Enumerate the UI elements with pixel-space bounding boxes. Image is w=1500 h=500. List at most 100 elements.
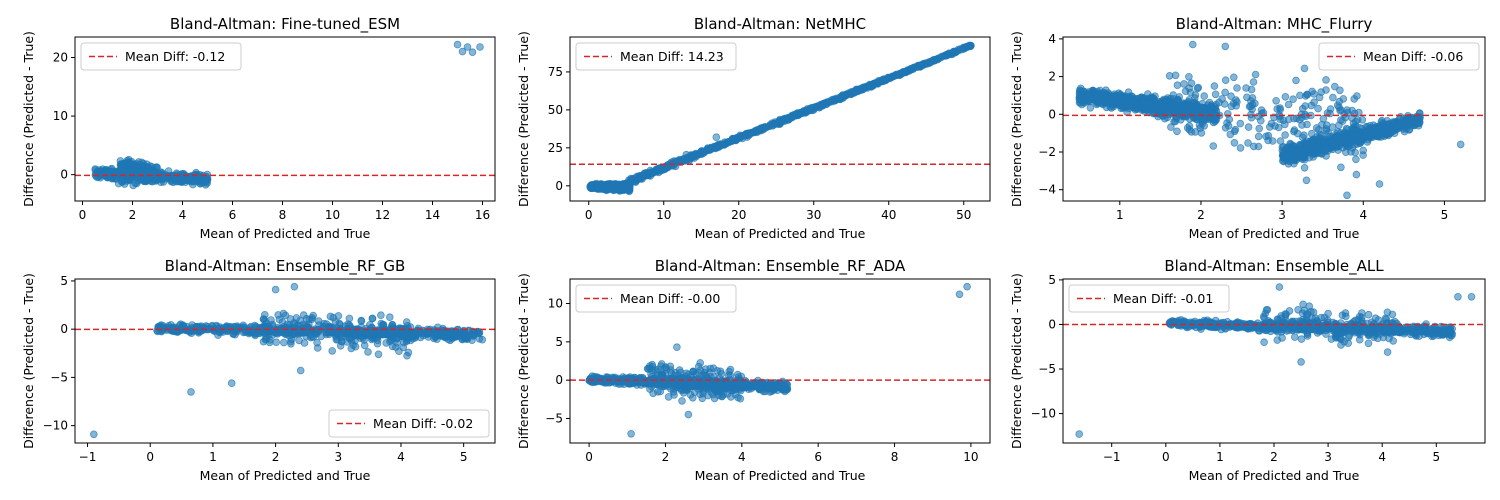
scatter-point (296, 316, 305, 325)
scatter-point (1334, 146, 1342, 154)
scatter-point (1314, 142, 1322, 151)
scatter-point (1359, 146, 1367, 155)
scatter-point (588, 372, 596, 381)
scatter-point (877, 76, 885, 85)
scatter-point (1174, 95, 1182, 104)
scatter-point (1298, 121, 1306, 129)
scatter-point (1215, 98, 1223, 107)
scatter-point (1242, 84, 1250, 92)
scatter-point (118, 178, 126, 186)
chart-title: Bland-Altman: Ensemble_RF_ADA (655, 257, 906, 276)
scatter-point (404, 348, 413, 357)
x-tick-label: 5 (460, 450, 468, 464)
scatter-point (1352, 170, 1361, 179)
scatter-point (1162, 102, 1170, 111)
x-tick-label: 0 (79, 208, 87, 222)
scatter-point (1396, 113, 1405, 121)
scatter-point (1123, 108, 1131, 116)
scatter-point (1290, 127, 1298, 136)
scatter-point (1257, 116, 1265, 125)
scatter-point (898, 69, 907, 78)
legend-label: Mean Diff: 14.23 (620, 49, 724, 64)
scatter-point (766, 120, 775, 129)
scatter-point (1300, 155, 1309, 164)
scatter-point (178, 170, 186, 178)
scatter-point (1375, 133, 1383, 141)
chart-title: Bland-Altman: Ensemble_RF_GB (165, 257, 406, 276)
scatter-point (1210, 82, 1219, 90)
scatter-point (1078, 100, 1086, 109)
scatter-point (1191, 94, 1199, 102)
legend-label: Mean Diff: -0.12 (125, 49, 225, 64)
scatter-point (909, 65, 917, 73)
scatter-point (1244, 139, 1252, 147)
scatter-point (386, 326, 395, 335)
scatter-point (694, 150, 702, 159)
scatter-point (1310, 90, 1318, 98)
y-tick-label: 50 (548, 103, 563, 117)
scatter-point (1352, 155, 1360, 164)
scatter-point (90, 430, 98, 439)
scatter-point (184, 173, 193, 181)
y-tick-label: 10 (53, 109, 68, 123)
scatter-point (1091, 94, 1099, 103)
scatter-point (1272, 97, 1280, 105)
axes-frame (74, 278, 496, 444)
scatter-point (202, 172, 211, 181)
scatter-point (1281, 131, 1289, 139)
scatter-point (395, 326, 404, 335)
scatter-point (1266, 123, 1274, 131)
scatter-point (1284, 100, 1293, 109)
scatter-point (1289, 95, 1297, 103)
scatter-point (949, 47, 958, 56)
scatter-point (105, 168, 113, 177)
y-axis-label: Difference (Predicted - True) (21, 31, 36, 207)
y-axis-label: Difference (Predicted - True) (1009, 31, 1024, 207)
scatter-point (453, 40, 462, 49)
scatter-point (1353, 92, 1361, 100)
scatter-point (334, 312, 343, 320)
scatter-point (478, 335, 487, 344)
scatter-point (1085, 88, 1093, 96)
scatter-point (218, 324, 227, 333)
scatter-point (728, 137, 737, 145)
x-tick-label: 1 (1116, 208, 1124, 222)
scatter-point (888, 72, 896, 81)
scatter-point (1329, 93, 1337, 102)
scatter-point (596, 375, 605, 384)
scatter-point (172, 326, 181, 335)
scatter-point (822, 100, 831, 108)
scatter-point (1322, 152, 1330, 160)
x-tick-label: 2 (129, 208, 137, 222)
scatter-point (1254, 142, 1263, 151)
scatter-point (1149, 103, 1157, 112)
scatter-point (1180, 80, 1188, 88)
scatter-point (1355, 108, 1363, 117)
scatter-point (290, 282, 299, 291)
scatter-point (648, 168, 656, 176)
x-tick-label: 3 (334, 450, 342, 464)
legend-label: Mean Diff: -0.06 (1363, 49, 1463, 64)
y-tick-label: 2 (1048, 70, 1056, 84)
x-tick-label: 8 (279, 208, 287, 222)
y-tick-label: −10 (43, 419, 68, 433)
x-tick-label: −1 (79, 450, 97, 464)
x-tick-label: 2 (1197, 208, 1205, 222)
scatter-point (1352, 117, 1360, 126)
scatter-point (707, 144, 716, 153)
scatter-point (326, 312, 335, 321)
scatter-point (1075, 93, 1084, 102)
scatter-point (468, 336, 476, 345)
scatter-point (458, 47, 467, 56)
scatter-point (444, 328, 453, 337)
scatter-point (283, 320, 292, 329)
scatter-point (1248, 100, 1257, 109)
scatter-point (586, 182, 595, 191)
scatter-point (357, 316, 366, 325)
scatter-point (1211, 90, 1220, 99)
scatter-point (1294, 147, 1302, 156)
x-tick-label: 3 (1278, 208, 1286, 222)
scatter-point (1358, 116, 1367, 124)
scatter-point (364, 348, 372, 356)
scatter-point (1137, 99, 1146, 108)
